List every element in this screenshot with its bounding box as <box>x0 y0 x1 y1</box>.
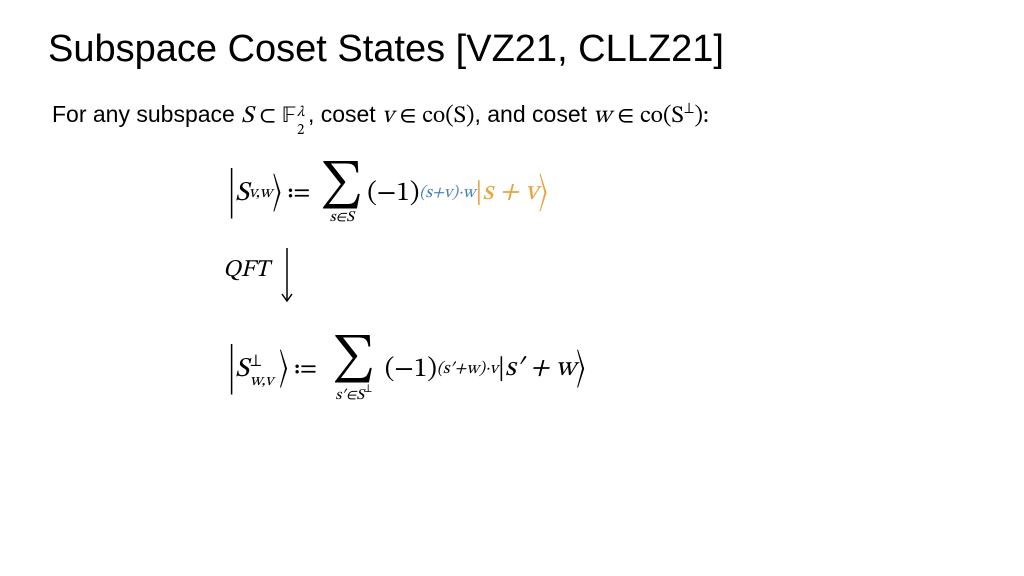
sym-v: v <box>382 104 394 128</box>
sigma-icon-2: ∑ <box>327 336 381 382</box>
equation-1: |Sv,w⟩ ≔ ∑ s∈S (−1)(s+v)·w |s + v⟩ <box>228 150 976 236</box>
sym-coSperp-pre: co(S <box>640 104 684 128</box>
eq1-S: S <box>235 180 249 207</box>
eq2-exp: (s′+w)·v <box>437 361 498 378</box>
sigma-icon: ∑ <box>320 162 363 208</box>
sym-coSperp-post: ): <box>694 104 708 128</box>
intro-after-coS: , and coset <box>474 101 593 127</box>
sym-subset: ⊂ <box>253 104 282 128</box>
sym-F-sub: 2 <box>297 124 304 139</box>
sym-perp1: ⊥ <box>684 102 695 117</box>
slide-title: Subspace Coset States [VZ21, CLLZ21] <box>48 28 976 71</box>
ket-bar-1: | <box>228 166 235 220</box>
eq2-neg1: (−1) <box>385 356 437 383</box>
eq1-ket: |s + v⟩ <box>475 179 547 207</box>
qft-label: QFT <box>223 258 269 282</box>
eq1-exp: (s+v)·w <box>419 185 475 202</box>
eq1-neg1: (−1) <box>367 180 419 207</box>
eq1-sigma: ∑ s∈S <box>320 162 363 225</box>
eq2-sum-sub-perp: ⊥ <box>364 383 372 395</box>
eq2-ket-text: s′ + w <box>505 355 576 382</box>
intro-line: For any subspace S ⊂ 𝔽λ2, coset v ∈ co(S… <box>52 101 976 128</box>
sym-in1: ∈ <box>394 104 423 128</box>
sym-S: S <box>241 104 253 128</box>
intro-after-F: , coset <box>308 101 382 127</box>
sym-w: w <box>593 104 611 128</box>
eq2-sigma: ∑ s′∈S⊥ <box>327 336 381 403</box>
eq2-sum-sub-pre: s′∈S <box>335 387 364 402</box>
ket-bar-2: | <box>228 342 235 396</box>
eq1-sub: v,w <box>249 185 272 202</box>
equation-area: |Sv,w⟩ ≔ ∑ s∈S (−1)(s+v)·w |s + v⟩ QFT |… <box>48 150 976 412</box>
arrow-down-icon <box>280 248 294 306</box>
slide: Subspace Coset States [VZ21, CLLZ21] For… <box>0 0 1024 576</box>
sym-F: 𝔽 <box>282 104 296 128</box>
sym-coS: co(S) <box>422 104 474 128</box>
sym-F-sup: λ <box>297 106 305 121</box>
eq2-sub: w,v <box>250 373 274 390</box>
equation-2: |S⊥w,v⟩ ≔ ∑ s′∈S⊥ (−1)(s′+w)·v |s′ + w⟩ <box>228 326 976 412</box>
eq1-def: ≔ <box>287 180 310 207</box>
eq1-sum-sub: s∈S <box>320 210 363 225</box>
eq2-sum-sub: s′∈S⊥ <box>327 384 381 403</box>
eq2-rangle: ⟩ <box>279 349 288 390</box>
intro-prefix: For any subspace <box>52 101 241 127</box>
eq1-rangle: ⟩ <box>272 173 281 214</box>
eq2-def: ≔ <box>294 356 317 383</box>
eq1-ket-text: s + v <box>483 179 539 206</box>
eq2-S: S <box>235 356 249 383</box>
eq2-perp: ⊥ <box>250 354 262 371</box>
eq2-ket: |s′ + w⟩ <box>498 355 585 383</box>
qft-arrow-group: QFT <box>48 236 976 326</box>
sym-in2: ∈ <box>611 104 640 128</box>
